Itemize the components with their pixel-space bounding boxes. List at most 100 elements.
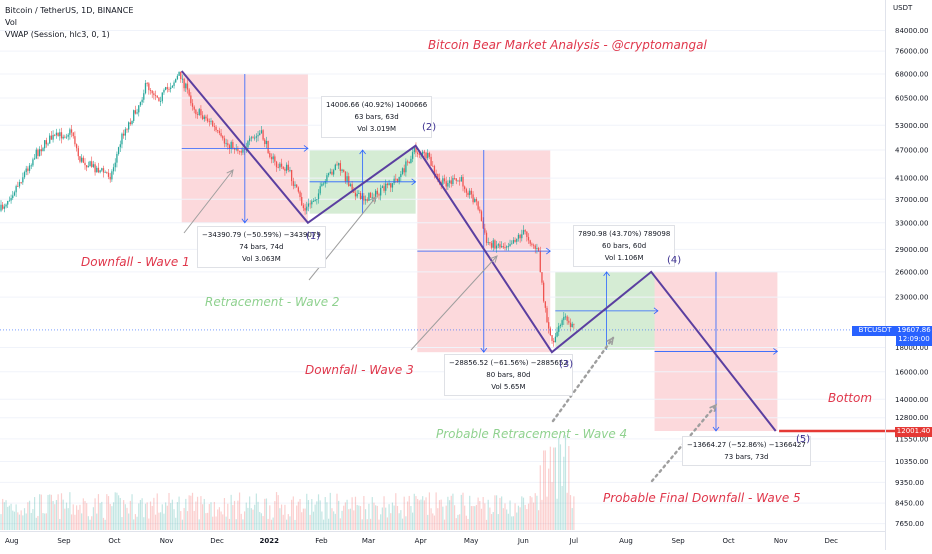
candle-body-282 xyxy=(474,199,476,203)
candle-body-329 xyxy=(553,340,555,343)
candle-body-259 xyxy=(435,173,437,175)
candle-body-260 xyxy=(437,173,439,179)
volume-bar-26 xyxy=(44,513,46,530)
annotation-wave-5: Probable Final Downfall - Wave 5 xyxy=(603,491,801,505)
volume-bar-225 xyxy=(378,519,380,530)
volume-bar-36 xyxy=(60,493,63,530)
volume-bar-209 xyxy=(351,497,353,530)
measure-vhead-1 xyxy=(359,149,366,155)
volume-bar-142 xyxy=(238,492,241,530)
candle-body-102 xyxy=(171,85,174,88)
candle-body-193 xyxy=(324,181,326,184)
volume-bar-176 xyxy=(296,505,298,530)
volume-bar-238 xyxy=(400,510,402,530)
volume-bar-243 xyxy=(408,495,410,530)
measurement-wave-3: −28856.52 (−61.56%) −2885652 80 bars, 80… xyxy=(444,354,573,396)
volume-bar-340 xyxy=(571,508,573,530)
candle-body-29 xyxy=(49,135,51,144)
volume-bar-58 xyxy=(97,494,100,530)
volume-bar-35 xyxy=(59,518,61,530)
volume-bar-210 xyxy=(353,510,355,530)
candle-body-286 xyxy=(480,211,483,221)
volume-bar-126 xyxy=(212,516,214,530)
candle-body-97 xyxy=(163,89,165,93)
measurement-wave-3-bars: 80 bars, 80d xyxy=(486,371,531,379)
candle-body-241 xyxy=(405,161,407,173)
volume-bar-82 xyxy=(138,503,140,530)
candle-body-142 xyxy=(238,150,241,152)
candle-body-221 xyxy=(371,197,373,199)
volume-bar-334 xyxy=(561,486,563,530)
candle-body-337 xyxy=(566,316,568,321)
candle-body-57 xyxy=(96,167,98,173)
price-tick-14: 14000.00 xyxy=(895,396,928,404)
measure-hhead-3 xyxy=(653,307,659,315)
volume-bar-95 xyxy=(160,512,162,530)
volume-bar-267 xyxy=(448,500,451,530)
candle-body-219 xyxy=(368,192,370,201)
volume-bar-333 xyxy=(559,444,562,530)
volume-bar-322 xyxy=(541,499,543,530)
volume-bar-21 xyxy=(35,517,37,530)
candle-body-172 xyxy=(289,170,291,171)
candle-body-65 xyxy=(109,176,111,180)
candle-body-171 xyxy=(287,164,289,171)
candle-body-159 xyxy=(267,140,269,154)
volume-bar-189 xyxy=(317,494,320,530)
volume-bar-129 xyxy=(217,509,219,530)
volume-bar-115 xyxy=(193,510,195,530)
candle-body-11 xyxy=(18,182,21,187)
candle-body-164 xyxy=(275,161,278,168)
candle-body-113 xyxy=(190,95,192,104)
volume-bar-251 xyxy=(422,496,424,530)
candle-body-37 xyxy=(62,136,64,139)
volume-bar-67 xyxy=(112,502,115,530)
volume-bar-1 xyxy=(2,498,4,530)
price-tick-8: 33000.00 xyxy=(895,219,928,227)
candle-body-341 xyxy=(573,323,575,325)
candle-body-182 xyxy=(306,206,308,211)
candle-body-136 xyxy=(228,145,231,150)
volume-bar-88 xyxy=(148,518,150,530)
price-tick-5: 47000.00 xyxy=(895,147,928,155)
volume-bar-293 xyxy=(492,512,494,530)
volume-bar-113 xyxy=(190,495,192,530)
vwap-indicator-label: VWAP (Session, hlc3, 0, 1) xyxy=(5,30,110,39)
volume-bar-156 xyxy=(262,516,264,530)
candle-body-66 xyxy=(111,171,113,180)
volume-bar-279 xyxy=(469,495,471,530)
volume-bar-220 xyxy=(370,518,372,530)
volume-bar-20 xyxy=(34,497,36,530)
candle-body-281 xyxy=(472,194,474,203)
candle-body-62 xyxy=(104,172,106,173)
volume-bar-174 xyxy=(292,496,294,530)
volume-bar-336 xyxy=(564,435,567,530)
candle-body-174 xyxy=(292,181,294,186)
volume-bar-79 xyxy=(133,519,135,530)
candle-body-197 xyxy=(331,171,333,175)
candle-body-276 xyxy=(464,186,466,190)
volume-bar-4 xyxy=(7,506,9,530)
candle-body-245 xyxy=(411,152,414,159)
volume-bar-260 xyxy=(437,508,439,530)
volume-bar-328 xyxy=(551,482,553,530)
volume-bar-140 xyxy=(235,519,237,530)
volume-bar-14 xyxy=(23,508,26,530)
volume-bar-73 xyxy=(123,500,125,530)
volume-bar-68 xyxy=(114,492,116,530)
measurement-wave-4-change: 7890.98 (43.70%) 789098 xyxy=(578,230,671,238)
annotation-bottom: Bottom xyxy=(828,391,873,405)
volume-bar-192 xyxy=(322,519,325,530)
measure-vhead-4 xyxy=(712,426,720,432)
candle-body-152 xyxy=(255,136,258,138)
volume-bar-96 xyxy=(161,504,163,530)
volume-bar-5 xyxy=(8,505,10,530)
candle-body-123 xyxy=(206,118,209,122)
volume-bar-148 xyxy=(249,496,251,530)
volume-bar-61 xyxy=(102,517,105,530)
volume-bar-202 xyxy=(339,518,341,530)
volume-bar-167 xyxy=(280,504,283,530)
candle-body-283 xyxy=(475,199,478,202)
volume-bar-271 xyxy=(455,518,457,530)
